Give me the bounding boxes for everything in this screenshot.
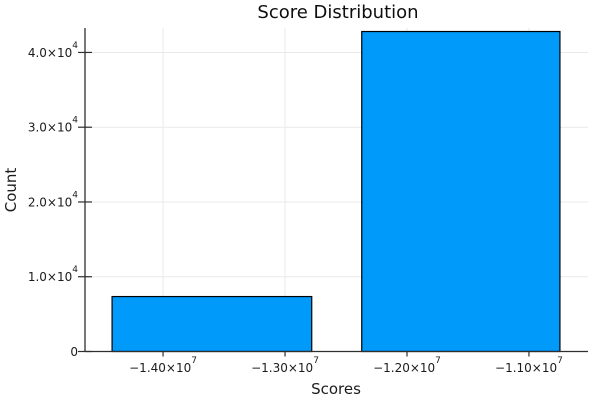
x-axis-label: Scores	[311, 380, 361, 398]
x-tick-label: −1.30×107	[251, 356, 319, 375]
y-tick-label: 2.0×104	[28, 190, 78, 209]
y-axis-label: Count	[2, 168, 20, 213]
x-tick-label: −1.20×107	[373, 356, 441, 375]
y-tick-label: 0	[70, 345, 78, 359]
chart-title: Score Distribution	[257, 2, 418, 23]
y-tick-label: 1.0×104	[28, 265, 78, 284]
x-tick-label: −1.10×107	[495, 356, 563, 375]
x-tick-label: −1.40×107	[129, 356, 197, 375]
y-tick-labels: 0 1.0×104 2.0×104 3.0×104 4.0×104	[28, 41, 78, 359]
axes	[78, 28, 588, 357]
y-tick-label: 3.0×104	[28, 116, 78, 135]
bars	[111, 30, 561, 353]
y-tick-label: 4.0×104	[28, 41, 78, 60]
bar	[361, 30, 561, 353]
bar	[111, 295, 313, 353]
x-tick-labels: −1.40×107 −1.30×107 −1.20×107 −1.10×107	[129, 356, 563, 375]
